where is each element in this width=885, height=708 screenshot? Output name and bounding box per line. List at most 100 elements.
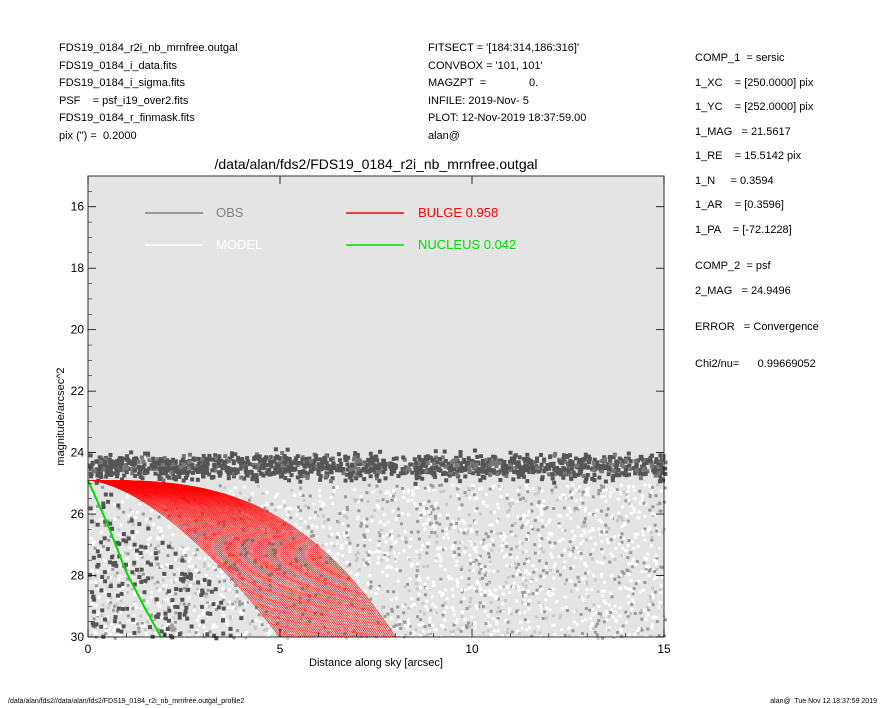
obs-core-point (167, 544, 172, 549)
obs-noise-point (305, 527, 309, 531)
obs-noise-point (389, 616, 393, 620)
obs-noise-point (477, 571, 481, 575)
obs-point (576, 460, 581, 465)
obs-noise-point (399, 569, 403, 573)
obs-noise-point (624, 514, 628, 518)
obs-noise-point (501, 602, 505, 606)
obs-point (302, 460, 307, 465)
obs-noise-point (327, 534, 331, 538)
obs-noise-point (627, 572, 631, 576)
obs-noise-point (585, 582, 589, 586)
obs-noise-point (443, 568, 447, 572)
obs-noise-point (382, 633, 386, 637)
obs-point (107, 457, 112, 462)
obs-noise-point (450, 606, 454, 610)
obs-point (444, 478, 449, 483)
x-tick-label: 5 (277, 642, 284, 656)
obs-point (373, 466, 378, 471)
obs-point (185, 470, 190, 475)
obs-noise-point (365, 524, 369, 528)
obs-point (586, 460, 591, 465)
obs-noise-point (376, 621, 380, 625)
obs-noise-point (325, 542, 329, 546)
obs-noise-point (657, 546, 661, 550)
obs-noise-point (592, 512, 596, 516)
obs-noise-point (202, 625, 206, 629)
obs-point (169, 470, 174, 475)
obs-point (117, 463, 122, 468)
obs-noise-point (407, 589, 411, 593)
obs-noise-point (617, 575, 621, 579)
obs-noise-point (588, 512, 592, 516)
obs-core-point (186, 587, 191, 592)
obs-noise-point (157, 544, 161, 548)
obs-noise-point (206, 567, 210, 571)
obs-noise-point (140, 593, 144, 597)
obs-noise-point (125, 557, 129, 561)
obs-noise-point (309, 617, 313, 621)
obs-noise-point (649, 490, 653, 494)
obs-noise-point (544, 636, 548, 640)
obs-noise-point (414, 505, 418, 509)
obs-point (97, 473, 102, 478)
obs-core-point (109, 492, 114, 497)
obs-noise-point (115, 609, 119, 613)
obs-noise-point (609, 516, 613, 520)
obs-point (420, 463, 425, 468)
obs-noise-point (437, 553, 441, 557)
obs-noise-point (431, 580, 435, 584)
obs-noise-point (564, 496, 568, 500)
obs-point (413, 468, 418, 473)
obs-noise-point (165, 631, 169, 635)
obs-point (316, 468, 321, 473)
obs-noise-point (345, 516, 349, 520)
obs-noise-point (285, 552, 289, 556)
obs-point (424, 469, 429, 474)
obs-noise-point (383, 553, 387, 557)
obs-noise-point (283, 504, 287, 508)
obs-core-point (139, 580, 144, 585)
obs-noise-point (407, 622, 411, 626)
obs-point (414, 473, 419, 478)
obs-point (569, 466, 574, 471)
obs-noise-point (589, 552, 593, 556)
obs-point (151, 456, 156, 461)
obs-noise-point (284, 518, 288, 522)
obs-noise-point (343, 620, 347, 624)
obs-point (343, 457, 348, 462)
obs-noise-point (210, 522, 214, 526)
obs-noise-point (140, 555, 144, 559)
obs-point (657, 479, 662, 484)
obs-noise-point (108, 603, 112, 607)
obs-noise-point (236, 539, 240, 543)
obs-point (534, 459, 539, 464)
obs-noise-point (194, 569, 198, 573)
header-left-line: PSF = psf_i19_over2.fits (59, 94, 189, 107)
obs-noise-point (385, 500, 389, 504)
obs-noise-point (347, 528, 351, 532)
obs-noise-point (552, 576, 556, 580)
y-tick-label: 26 (71, 507, 85, 521)
obs-point (469, 461, 474, 466)
obs-noise-point (306, 599, 310, 603)
obs-point (655, 459, 660, 464)
obs-noise-point (236, 537, 240, 541)
obs-point (349, 478, 354, 483)
obs-noise-point (450, 632, 454, 636)
obs-noise-point (527, 509, 531, 513)
obs-point (141, 459, 146, 464)
obs-point (633, 471, 638, 476)
obs-noise-point (143, 628, 147, 632)
obs-point (611, 468, 616, 473)
obs-noise-point (440, 623, 444, 627)
obs-noise-point (620, 525, 624, 529)
obs-noise-point (341, 554, 345, 558)
obs-noise-point (446, 536, 450, 540)
obs-noise-point (377, 542, 381, 546)
obs-point (329, 464, 334, 469)
obs-noise-point (367, 602, 371, 606)
obs-noise-point (406, 624, 410, 628)
obs-noise-point (643, 538, 647, 542)
obs-point (193, 468, 198, 473)
obs-core-point (213, 587, 218, 592)
